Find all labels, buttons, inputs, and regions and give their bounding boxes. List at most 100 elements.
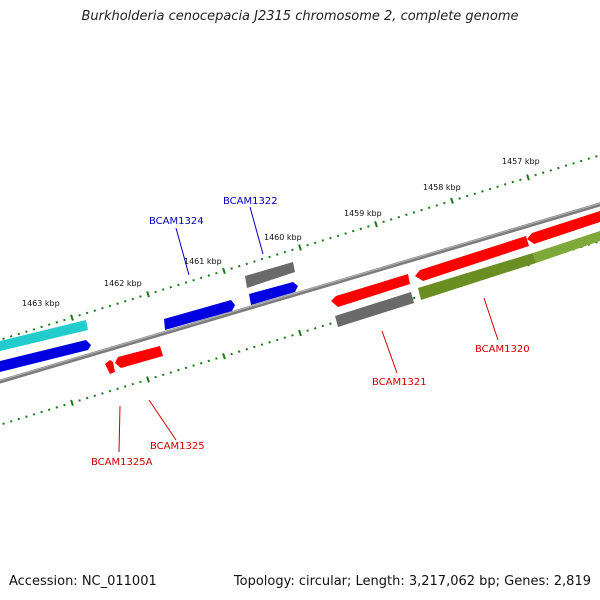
leader-bcam1321 [381, 330, 398, 374]
upper-scale-tick [47, 323, 51, 326]
upper-scale-tick [481, 190, 484, 193]
upper-scale-tick [389, 218, 393, 221]
upper-scale-tick [161, 288, 165, 291]
upper-scale-tick [412, 211, 416, 214]
gene-label-bcam1321: BCAM1321 [372, 377, 427, 388]
lower-scale-tick [123, 385, 127, 388]
lower-scale-tick [25, 415, 28, 418]
upper-scale-tick [443, 201, 446, 205]
lower-scale-tick [63, 403, 66, 407]
upper-scale-tick [329, 236, 332, 240]
lower-scale-tick [230, 352, 233, 356]
lower-scale-tick [298, 329, 302, 337]
upper-scale-tick [450, 197, 454, 204]
upper-scale-tick [215, 271, 218, 275]
lower-scale-tick [313, 327, 317, 330]
upper-scale-tick [17, 332, 21, 336]
lower-scale-tick [245, 347, 249, 351]
upper-scale-tick [199, 276, 203, 280]
backbone-highlight [0, 202, 600, 382]
lower-scale-tick [237, 350, 241, 353]
gene-label-bcam1325: BCAM1325 [150, 441, 205, 452]
upper-scale-tick [40, 325, 43, 329]
accession-text: Accession: NC_011001 [9, 574, 157, 589]
upper-scale-tick [131, 297, 135, 301]
upper-scale-tick [78, 313, 81, 317]
lower-scale-tick [47, 408, 51, 412]
lower-scale-tick [260, 343, 264, 346]
lower-scale-tick [101, 392, 104, 395]
lower-scale-tick [207, 359, 211, 363]
upper-scale-tick [230, 267, 233, 270]
lower-scale-tick [108, 389, 112, 393]
upper-scale-tick [306, 243, 309, 247]
chromosome-backbone [0, 202, 600, 384]
lower-scale-tick [222, 353, 226, 360]
lower-scale-tick [40, 410, 43, 414]
lower-scale-tick [2, 422, 5, 425]
lower-scale-tick [9, 420, 13, 423]
gene-feature-bcam1325a[interactable] [105, 360, 115, 374]
gene-feature-red-right[interactable] [415, 236, 529, 281]
upper-scale-tick [557, 166, 560, 170]
lower-scale-tick [169, 371, 173, 374]
gene-feature-bcam1325[interactable] [115, 346, 163, 368]
scale-label-1461: 1461 kbp [184, 257, 222, 266]
lower-scale-tick [199, 361, 203, 365]
upper-scale-tick [526, 174, 530, 181]
upper-scale-tick [192, 278, 195, 282]
lower-scale-tick [70, 399, 74, 406]
upper-scale-tick [9, 335, 13, 338]
upper-scale-tick [108, 304, 112, 308]
upper-scale-tick [382, 220, 385, 224]
upper-scale-tick [534, 173, 537, 177]
scale-label-1463: 1463 kbp [22, 299, 60, 308]
gene-feature-gray-upper[interactable] [245, 262, 295, 288]
upper-scale-tick [116, 302, 119, 305]
gene-label-bcam1324: BCAM1324 [149, 216, 204, 227]
scale-label-1460: 1460 kbp [264, 233, 302, 242]
upper-scale-tick [123, 299, 127, 303]
upper-scale-tick [93, 309, 97, 312]
upper-scale-tick [427, 206, 431, 210]
upper-scale-tick [177, 283, 180, 287]
gene-feature-blue-left[interactable] [0, 340, 91, 372]
upper-scale-tick [298, 244, 302, 251]
upper-scale-tick [146, 291, 150, 298]
upper-scale-tick [541, 171, 545, 174]
lower-scale-tick [139, 380, 142, 384]
upper-scale-tick [473, 192, 477, 196]
lower-scale-tick [154, 375, 157, 379]
lower-scale-tick [321, 324, 325, 328]
topology-summary: Topology: circular; Length: 3,217,062 bp… [233, 574, 591, 589]
leader-bcam1325a [118, 405, 121, 453]
upper-scale-tick [55, 321, 59, 324]
gene-feature-cyan[interactable] [0, 320, 88, 351]
upper-scale-tick [458, 197, 461, 200]
lower-scale-tick [93, 394, 97, 398]
gene-feature-red-center[interactable] [331, 274, 410, 307]
upper-scale-tick [260, 257, 264, 261]
leader-bcam1324 [175, 227, 190, 276]
lower-scale-tick [192, 364, 195, 367]
gene-feature-olive-edge[interactable] [533, 231, 600, 263]
lower-scale-tick [116, 387, 119, 391]
upper-scale-tick [359, 227, 363, 231]
upper-scale-tick [367, 225, 370, 228]
gene-feature-red-edge[interactable] [527, 211, 600, 244]
upper-scale-tick [496, 185, 499, 189]
upper-scale-tick [139, 295, 142, 298]
upper-scale-tick [184, 281, 188, 284]
gene-feature-bcam1320[interactable] [418, 253, 536, 300]
leader-bcam1325 [148, 399, 177, 441]
lower-scale-tick [78, 399, 81, 402]
upper-scale-tick [207, 274, 211, 277]
gene-feature-bcam1324[interactable] [164, 300, 235, 330]
upper-scale-tick [351, 229, 355, 233]
upper-scale-tick [374, 220, 378, 228]
upper-scale-tick [169, 285, 173, 289]
gene-feature-bcam1321[interactable] [335, 292, 414, 327]
gene-feature-bcam1322[interactable] [249, 282, 298, 305]
upper-scale-tick [503, 183, 507, 186]
